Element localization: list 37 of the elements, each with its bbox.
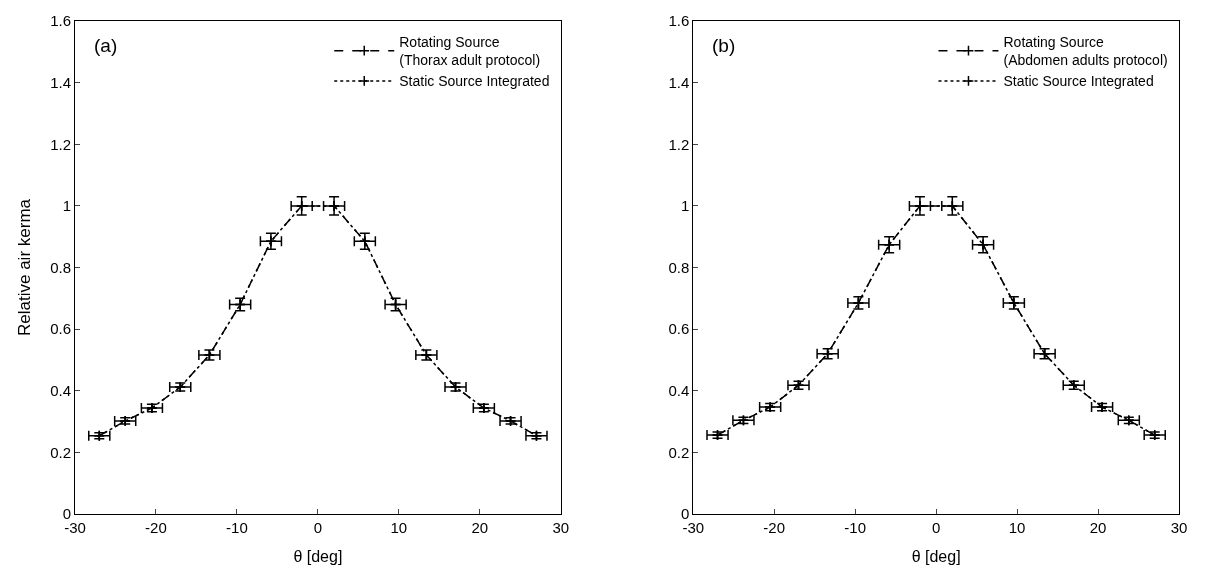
- annotation: (b): [712, 35, 736, 56]
- x-tick-label: -20: [763, 519, 786, 536]
- y-tick-label: 1.2: [50, 135, 71, 153]
- x-tick-label: 20: [471, 519, 489, 536]
- y-tick-label: 1: [680, 197, 690, 215]
- legend-label: Static Source Integrated: [1003, 73, 1154, 90]
- x-tick-label: 10: [390, 519, 408, 536]
- x-tick-label: 10: [1008, 519, 1026, 536]
- y-axis-title: Relative air kerma: [14, 198, 34, 336]
- x-tick-label: 30: [552, 519, 570, 536]
- y-tick-label: 0.6: [50, 320, 71, 338]
- y-tick-label: 1.6: [668, 12, 690, 30]
- y-tick-label: 1: [62, 197, 71, 215]
- x-tick-label: 30: [1170, 519, 1188, 536]
- x-axis-title: θ [deg]: [911, 547, 961, 565]
- y-tick-label: 0.2: [668, 443, 690, 461]
- y-tick-label: 0.8: [50, 258, 71, 276]
- y-tick-label: 0.4: [50, 382, 71, 399]
- x-tick-label: -10: [844, 519, 866, 536]
- x-tick-label: -10: [226, 519, 248, 536]
- x-tick-label: 0: [931, 519, 941, 536]
- y-tick-label: 0.6: [668, 320, 690, 338]
- y-tick-label: 0.4: [668, 382, 690, 399]
- annotation: (a): [94, 35, 118, 56]
- y-tick-label: 1.2: [668, 135, 690, 153]
- legend-label: Static Source Integrated: [399, 73, 550, 90]
- y-tick-label: 0.8: [668, 258, 690, 276]
- y-tick-label: 0.2: [50, 443, 71, 461]
- x-tick-label: 0: [313, 519, 323, 536]
- x-axis-title: θ [deg]: [293, 547, 343, 565]
- y-tick-label: 1.4: [50, 73, 71, 91]
- y-tick-label: 1.4: [668, 73, 690, 91]
- legend-label: Rotating Source (Thorax adult protocol): [399, 33, 541, 69]
- legend-label: Rotating Source (Abdomen adults protocol): [1003, 33, 1168, 69]
- x-tick-label: -20: [145, 519, 167, 536]
- y-tick-label: 1.6: [50, 12, 71, 30]
- x-tick-label: 20: [1089, 519, 1107, 536]
